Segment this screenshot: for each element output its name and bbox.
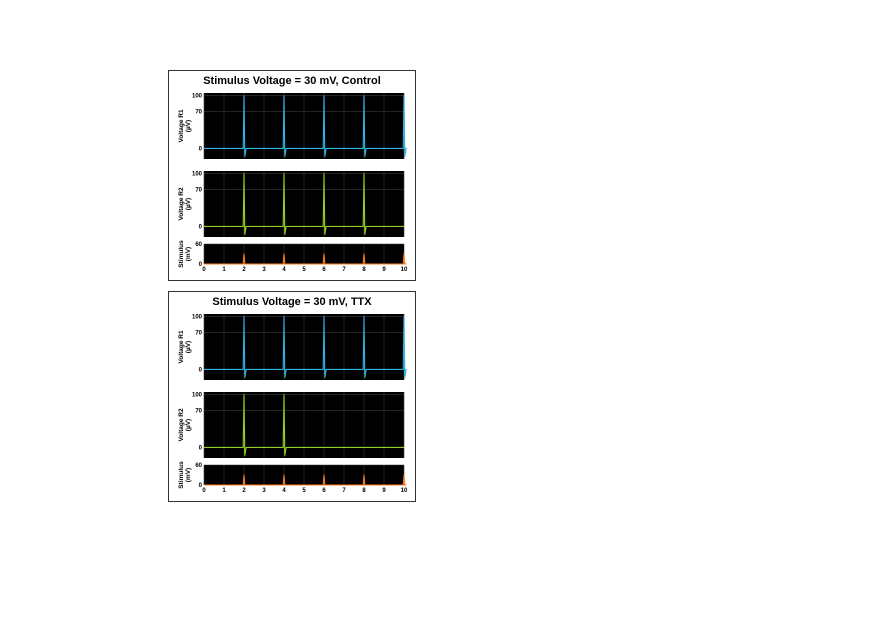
series-trace	[204, 316, 407, 378]
subplot-1: 100 70 0 Voltage R1 (µV)	[178, 314, 407, 380]
x-tick-label: 6	[322, 267, 326, 273]
x-tick-label: 4	[282, 488, 286, 494]
x-tick-label: 10	[401, 267, 408, 273]
y-tick-label: 0	[199, 146, 203, 152]
x-tick-label: 7	[342, 267, 346, 273]
y-axis-unit: (mV)	[185, 468, 192, 482]
y-axis-label: Voltage R1	[178, 109, 185, 142]
x-tick-label: 3	[262, 267, 266, 273]
y-tick-label: 0	[199, 262, 203, 268]
x-tick-label: 0	[202, 267, 206, 273]
series-trace	[204, 253, 407, 265]
y-tick-label: 70	[195, 408, 202, 414]
series-trace	[204, 95, 407, 157]
y-tick-label: 60	[195, 463, 202, 469]
y-axis-unit: (µV)	[185, 419, 192, 431]
y-tick-label: 70	[195, 109, 202, 115]
x-tick-label: 10	[401, 488, 408, 494]
x-tick-label: 5	[302, 267, 306, 273]
x-tick-label: 5	[302, 488, 306, 494]
x-tick-label: 8	[362, 267, 366, 273]
y-tick-label: 0	[199, 445, 203, 451]
x-tick-label: 7	[342, 488, 346, 494]
x-tick-label: 1	[222, 267, 226, 273]
y-tick-label: 0	[199, 367, 203, 373]
y-tick-label: 100	[192, 393, 203, 399]
series-trace	[204, 394, 404, 456]
control-chart-panel: Stimulus Voltage = 30 mV, Control 100 70 0…	[168, 70, 416, 281]
y-tick-label: 70	[195, 187, 202, 193]
subplot-2: 100 70 0 Voltage R2 (µV)	[178, 392, 405, 458]
x-tick-label: 9	[382, 488, 386, 494]
y-tick-label: 100	[192, 315, 203, 321]
subplot-1: 100 70 0 Voltage R1 (µV)	[178, 93, 407, 159]
subplot-2: 100 70 0 Voltage R2 (µV)	[178, 171, 405, 237]
series-trace	[204, 173, 404, 235]
x-tick-label: 3	[262, 488, 266, 494]
chart-title: Stimulus Voltage = 30 mV, Control	[203, 75, 381, 87]
y-axis-unit: (µV)	[185, 120, 192, 132]
x-tick-label: 9	[382, 267, 386, 273]
ttx-chart-panel: Stimulus Voltage = 30 mV, TTX 100 70 0 Volt…	[168, 291, 416, 502]
y-axis-label: Stimulus	[178, 461, 185, 489]
y-tick-label: 70	[195, 330, 202, 336]
x-tick-label: 2	[242, 267, 246, 273]
y-axis-label: Stimulus	[178, 240, 185, 268]
subplot-3: 60 0 Stimulus (mV)	[178, 240, 407, 268]
y-tick-label: 100	[192, 172, 203, 178]
y-axis-label: Voltage R2	[178, 408, 185, 441]
y-axis-unit: (µV)	[185, 198, 192, 210]
x-tick-label: 6	[322, 488, 326, 494]
x-tick-label: 0	[202, 488, 206, 494]
x-tick-label: 4	[282, 267, 286, 273]
x-tick-label: 2	[242, 488, 246, 494]
y-tick-label: 100	[192, 94, 203, 100]
x-tick-label: 1	[222, 488, 226, 494]
series-trace	[204, 474, 407, 486]
y-tick-label: 0	[199, 483, 203, 489]
y-axis-unit: (mV)	[185, 247, 192, 261]
y-tick-label: 0	[199, 224, 203, 230]
x-tick-label: 8	[362, 488, 366, 494]
chart-title: Stimulus Voltage = 30 mV, TTX	[212, 296, 372, 308]
subplot-3: 60 0 Stimulus (mV)	[178, 461, 407, 489]
y-axis-unit: (µV)	[185, 341, 192, 353]
y-tick-label: 60	[195, 242, 202, 248]
y-axis-label: Voltage R1	[178, 330, 185, 363]
y-axis-label: Voltage R2	[178, 187, 185, 220]
